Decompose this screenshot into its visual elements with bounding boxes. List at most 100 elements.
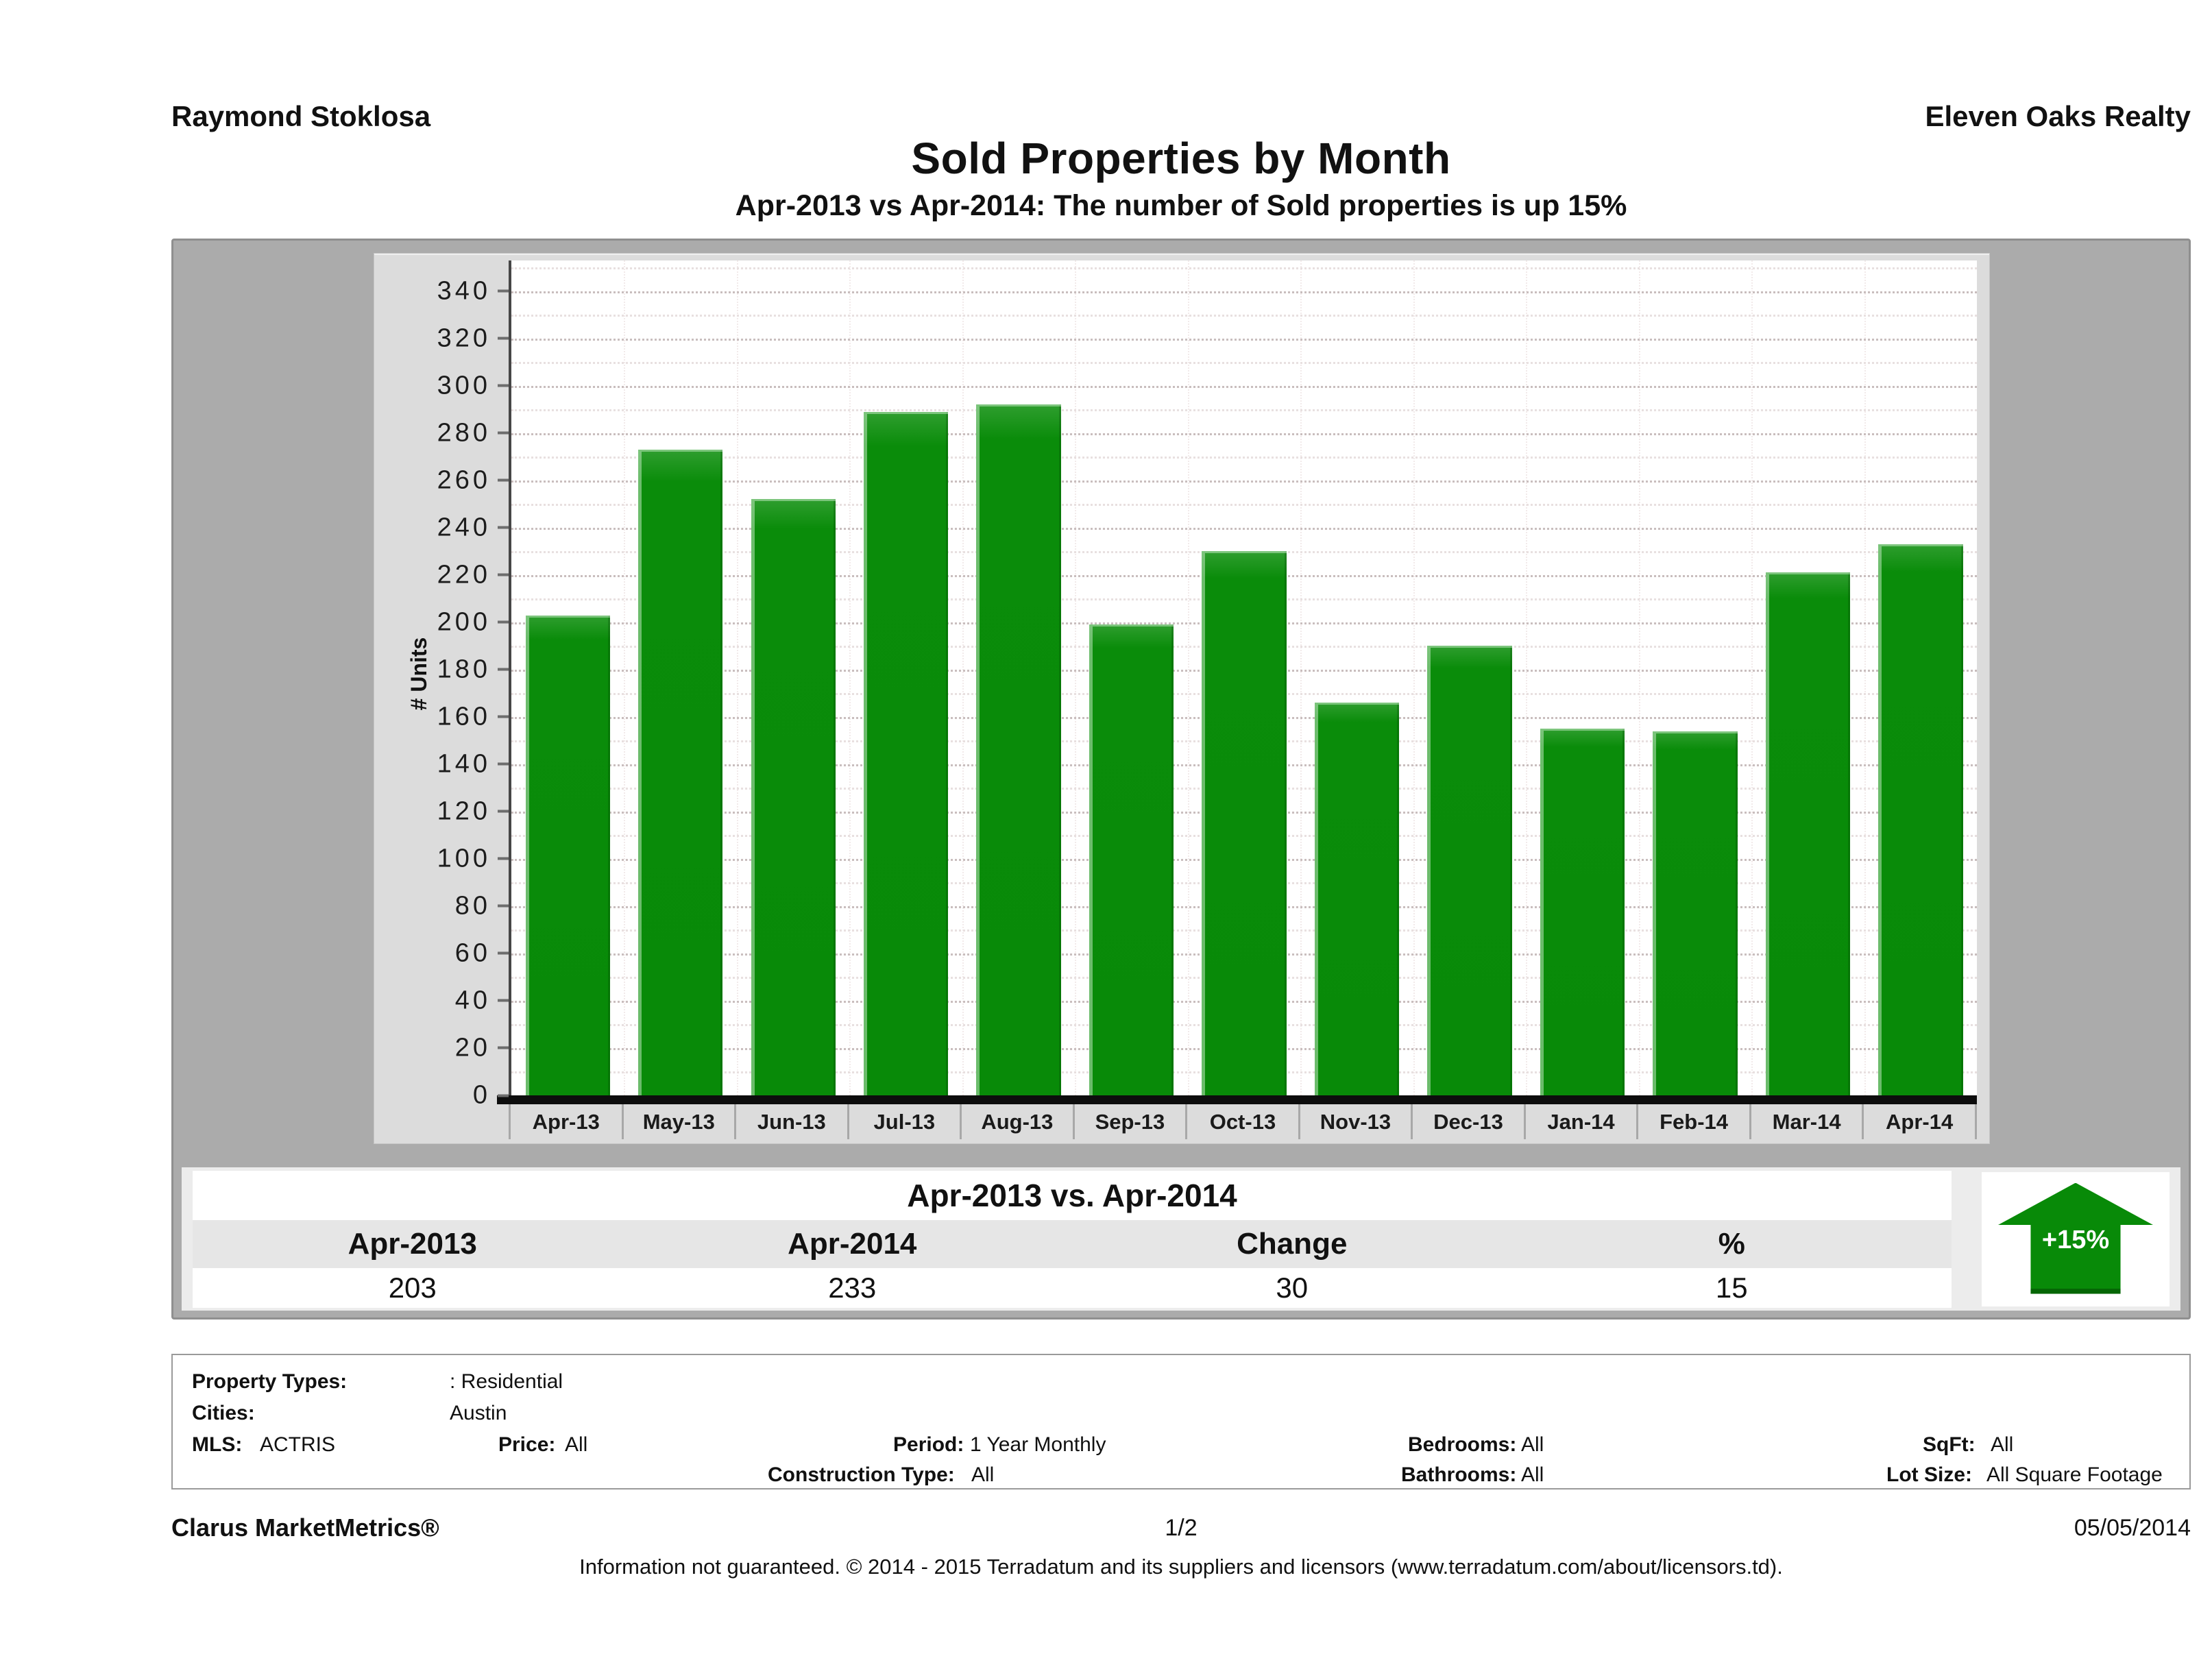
x-tick-label-apr-14: Apr-14 <box>1862 1104 1977 1139</box>
y-tick-mark <box>498 384 509 387</box>
y-tick-label-40: 40 <box>455 986 509 1015</box>
bar-feb-14 <box>1653 731 1738 1095</box>
price-label: Price: <box>498 1433 556 1456</box>
chart-container: # Units 0 20 40 60 80 100 120 140 160 180 200 220 24… <box>171 239 2191 1320</box>
bar-sep-13 <box>1089 624 1174 1095</box>
y-tick-mark <box>498 951 509 955</box>
bar-jun-13 <box>751 499 836 1095</box>
y-tick-mark <box>498 810 509 813</box>
summary-col-header: Apr-2013 <box>348 1226 477 1261</box>
bar-slot-apr-14 <box>1864 260 1977 1095</box>
y-tick-mark <box>498 1046 509 1049</box>
summary-band: Apr-2013 vs. Apr-2014 Apr-2013 Apr-2014 Ch… <box>182 1167 2180 1311</box>
bar-slot-aug-13 <box>962 260 1075 1095</box>
y-tick-label-240: 240 <box>437 513 509 542</box>
x-tick-label-may-13: May-13 <box>621 1104 735 1139</box>
major-gridline <box>511 338 1977 341</box>
y-tick-mark <box>498 715 509 718</box>
vertical-gridline <box>849 260 851 1095</box>
bar-slot-dec-13 <box>1413 260 1526 1095</box>
period-label: Period: <box>893 1433 964 1456</box>
summary-col-value: 233 <box>828 1271 877 1304</box>
bar-slot-nov-13 <box>1300 260 1413 1095</box>
y-tick-mark <box>498 857 509 860</box>
summary-table-value-row: 203 233 30 15 <box>193 1267 1952 1308</box>
vertical-gridline <box>1413 260 1415 1095</box>
y-tick-label-20: 20 <box>455 1033 509 1062</box>
minor-gridline <box>511 457 1977 459</box>
x-tick-label-sep-13: Sep-13 <box>1072 1104 1186 1139</box>
y-tick-mark <box>498 431 509 435</box>
bar-slot-may-13 <box>624 260 736 1095</box>
bar-apr-13 <box>525 615 610 1095</box>
bar-slot-feb-14 <box>1639 260 1751 1095</box>
y-tick-label-80: 80 <box>455 891 509 921</box>
x-tick-label-oct-13: Oct-13 <box>1185 1104 1298 1139</box>
company-name: Eleven Oaks Realty <box>1925 100 2191 132</box>
y-tick-label-200: 200 <box>437 607 509 637</box>
vertical-gridline <box>1187 260 1189 1095</box>
bar-slot-sep-13 <box>1075 260 1187 1095</box>
bar-slot-mar-14 <box>1751 260 1864 1095</box>
footer-disclaimer: Information not guaranteed. © 2014 - 201… <box>579 1555 1783 1579</box>
y-tick-mark <box>498 337 509 340</box>
price-value: All <box>565 1433 588 1456</box>
minor-gridline <box>511 362 1977 365</box>
bedrooms-value: All <box>1521 1433 1544 1456</box>
y-tick-mark <box>498 668 509 671</box>
x-axis-line <box>497 1095 1977 1104</box>
footer-brand: Clarus MarketMetrics® <box>171 1513 439 1542</box>
property-types-value: : Residential <box>450 1370 563 1393</box>
period-value: 1 Year Monthly <box>970 1433 1106 1456</box>
property-types-label: Property Types: <box>192 1370 348 1393</box>
chart-panel: # Units 0 20 40 60 80 100 120 140 160 180 200 220 24… <box>374 253 1990 1144</box>
vertical-gridline <box>1526 260 1528 1095</box>
y-tick-label-320: 320 <box>437 324 509 353</box>
minor-gridline <box>511 409 1977 412</box>
y-tick-label-280: 280 <box>437 418 509 448</box>
y-tick-label-160: 160 <box>437 702 509 731</box>
x-axis-labels: Apr-13 May-13 Jun-13 Jul-13 Aug-13 Sep-13 Oct-… <box>509 1104 1977 1139</box>
lot-size-value: All Square Footage <box>1986 1463 2163 1486</box>
sqft-label: SqFt: <box>1923 1433 1976 1456</box>
y-tick-mark <box>498 1094 509 1097</box>
summary-col-value: 30 <box>1276 1271 1309 1304</box>
bedrooms-label: Bedrooms: <box>1408 1433 1517 1456</box>
major-gridline <box>511 480 1977 483</box>
y-tick-mark <box>498 289 509 293</box>
x-tick-label-apr-13: Apr-13 <box>509 1104 622 1139</box>
y-tick-label-100: 100 <box>437 844 509 873</box>
y-tick-label-140: 140 <box>437 749 509 779</box>
bar-aug-13 <box>976 404 1061 1095</box>
y-tick-label-340: 340 <box>437 276 509 306</box>
y-tick-mark <box>498 904 509 908</box>
bar-jan-14 <box>1540 729 1625 1095</box>
y-tick-label-0: 0 <box>473 1081 509 1110</box>
page-subtitle: Apr-2013 vs Apr-2014: The number of Sold… <box>735 189 1627 222</box>
y-tick-label-300: 300 <box>437 371 509 400</box>
x-tick-label-feb-14: Feb-14 <box>1636 1104 1749 1139</box>
bar-slot-oct-13 <box>1188 260 1300 1095</box>
minor-gridline <box>511 267 1977 270</box>
x-tick-label-nov-13: Nov-13 <box>1298 1104 1411 1139</box>
y-tick-mark <box>498 762 509 766</box>
y-tick-mark <box>498 526 509 529</box>
plot-area <box>509 260 1977 1095</box>
filters-panel: Property Types: : Residential Cities: Au… <box>171 1354 2191 1489</box>
x-tick-label-dec-13: Dec-13 <box>1411 1104 1524 1139</box>
bar-apr-14 <box>1878 544 1963 1095</box>
construction-type-label: Construction Type: <box>768 1463 955 1486</box>
badge-label: +15% <box>2041 1225 2110 1254</box>
bar-dec-13 <box>1427 646 1512 1095</box>
vertical-gridline <box>962 260 964 1095</box>
x-tick-label-jan-14: Jan-14 <box>1523 1104 1637 1139</box>
y-tick-mark <box>498 478 509 482</box>
page-title: Sold Properties by Month <box>911 134 1451 183</box>
agent-name: Raymond Stoklosa <box>171 100 431 132</box>
bar-oct-13 <box>1202 551 1287 1095</box>
x-tick-label-jun-13: Jun-13 <box>734 1104 847 1139</box>
summary-col-header: Change <box>1237 1226 1348 1261</box>
minor-gridline <box>511 504 1977 507</box>
bar-may-13 <box>638 450 723 1095</box>
x-tick-label-mar-14: Mar-14 <box>1749 1104 1862 1139</box>
